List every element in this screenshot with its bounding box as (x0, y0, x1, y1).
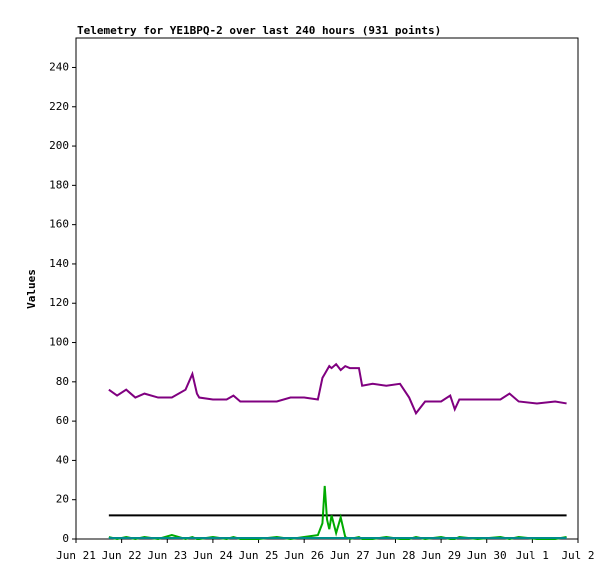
y-tick-label: 60 (56, 414, 69, 427)
y-tick-label: 240 (49, 60, 69, 73)
x-tick-label: Jun 28 (376, 549, 416, 562)
y-tick-label: 160 (49, 218, 69, 231)
x-tick-label: Jun 25 (239, 549, 279, 562)
y-axis-label: Values (25, 269, 38, 309)
y-tick-label: 180 (49, 178, 69, 191)
chart-title: Telemetry for YE1BPQ-2 over last 240 hou… (77, 24, 441, 37)
series-line (108, 362, 567, 416)
x-tick-label: Jun 22 (102, 549, 142, 562)
plot-frame (75, 37, 579, 540)
series-line (108, 485, 567, 541)
y-tick-label: 100 (49, 336, 69, 349)
x-tick-label: Jun 27 (330, 549, 370, 562)
x-tick-label: Jun 29 (421, 549, 461, 562)
y-tick-label: 220 (49, 100, 69, 113)
x-tick-label: Jun 26 (284, 549, 324, 562)
x-tick-label: Jun 23 (147, 549, 187, 562)
y-tick-label: 0 (62, 532, 69, 545)
y-tick-label: 40 (56, 453, 69, 466)
y-tick-label: 200 (49, 139, 69, 152)
y-tick-label: 80 (56, 375, 69, 388)
x-tick-label: Jul 1 (516, 549, 549, 562)
x-tick-label: Jun 21 (56, 549, 96, 562)
y-tick-label: 120 (49, 296, 69, 309)
x-tick-label: Jul 2 (561, 549, 594, 562)
y-tick-label: 20 (56, 493, 69, 506)
x-tick-label: Jun 30 (467, 549, 507, 562)
y-tick-label: 140 (49, 257, 69, 270)
x-tick-label: Jun 24 (193, 549, 233, 562)
